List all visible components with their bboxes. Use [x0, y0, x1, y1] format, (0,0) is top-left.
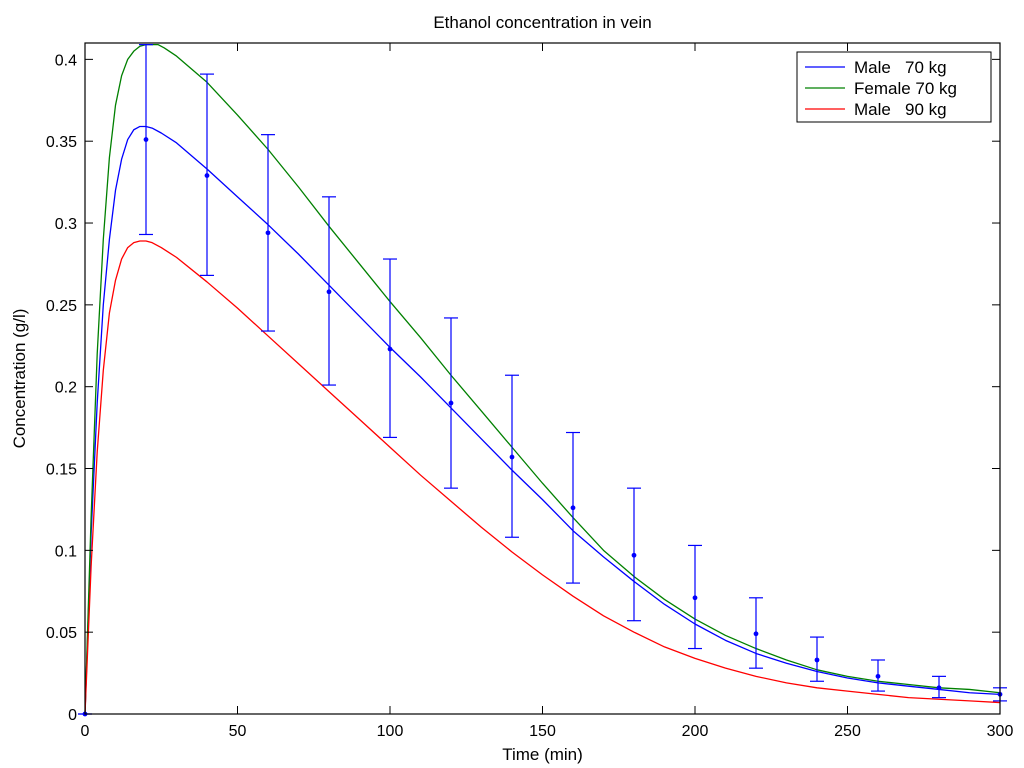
measurement-point-11: [753, 631, 759, 637]
y-axis-title: Concentration (g/l): [10, 309, 29, 449]
x-tick-label-1: 50: [229, 723, 247, 740]
legend-box: [796, 51, 992, 123]
axes-layer: 0 50 100 150 200 250 300 0 0.05 0.1 0.15 0.2 0.25 0.3…: [46, 42, 1014, 740]
measurement-point-5: [387, 346, 393, 352]
series-line-0: [84, 125, 1001, 715]
measurement-point-3: [265, 230, 271, 236]
y-tick-label-5: 0.25: [46, 298, 77, 315]
y-tick-label-3: 0.15: [46, 462, 77, 479]
measurement-point-1: [143, 137, 149, 142]
y-tick-label-2: 0.1: [55, 543, 77, 560]
errorbar-layer: [78, 44, 1007, 717]
measurement-point-7: [509, 454, 515, 460]
legend-label-0: Male 70 kg: [854, 58, 947, 77]
measurement-point-4: [326, 289, 332, 295]
y-tick-label-7: 0.35: [46, 134, 77, 151]
x-tick-label-6: 300: [987, 723, 1014, 740]
chart-title: Ethanol concentration in vein: [433, 13, 651, 32]
legend: Male 70 kg Female 70 kg Male 90 kg: [796, 51, 992, 123]
measurement-point-13: [875, 673, 881, 679]
legend-label-2: Male 90 kg: [854, 100, 947, 119]
y-tick-label-6: 0.3: [55, 216, 77, 233]
x-tick-label-4: 200: [682, 723, 709, 740]
series-line-1: [84, 43, 1001, 715]
measurement-point-14: [936, 685, 942, 691]
measurement-point-9: [631, 552, 637, 558]
measurement-point-6: [448, 400, 454, 406]
legend-label-1: Female 70 kg: [854, 79, 957, 98]
x-tick-label-3: 150: [529, 723, 556, 740]
plot-area-frame: [84, 42, 1001, 715]
y-tick-label-1: 0.05: [46, 625, 77, 642]
series-layer: [84, 43, 1001, 715]
measurement-point-12: [814, 657, 820, 663]
x-tick-label-2: 100: [377, 723, 404, 740]
series-line-2: [84, 240, 1001, 715]
measurement-point-2: [204, 173, 210, 178]
y-tick-label-4: 0.2: [55, 380, 77, 397]
measurement-point-10: [692, 595, 698, 601]
y-tick-label-8: 0.4: [55, 52, 77, 69]
measurement-point-8: [570, 505, 576, 511]
x-tick-label-5: 250: [834, 723, 861, 740]
y-tick-label-0: 0: [68, 707, 77, 724]
x-tick-label-0: 0: [81, 723, 90, 740]
x-axis-title: Time (min): [502, 745, 583, 764]
